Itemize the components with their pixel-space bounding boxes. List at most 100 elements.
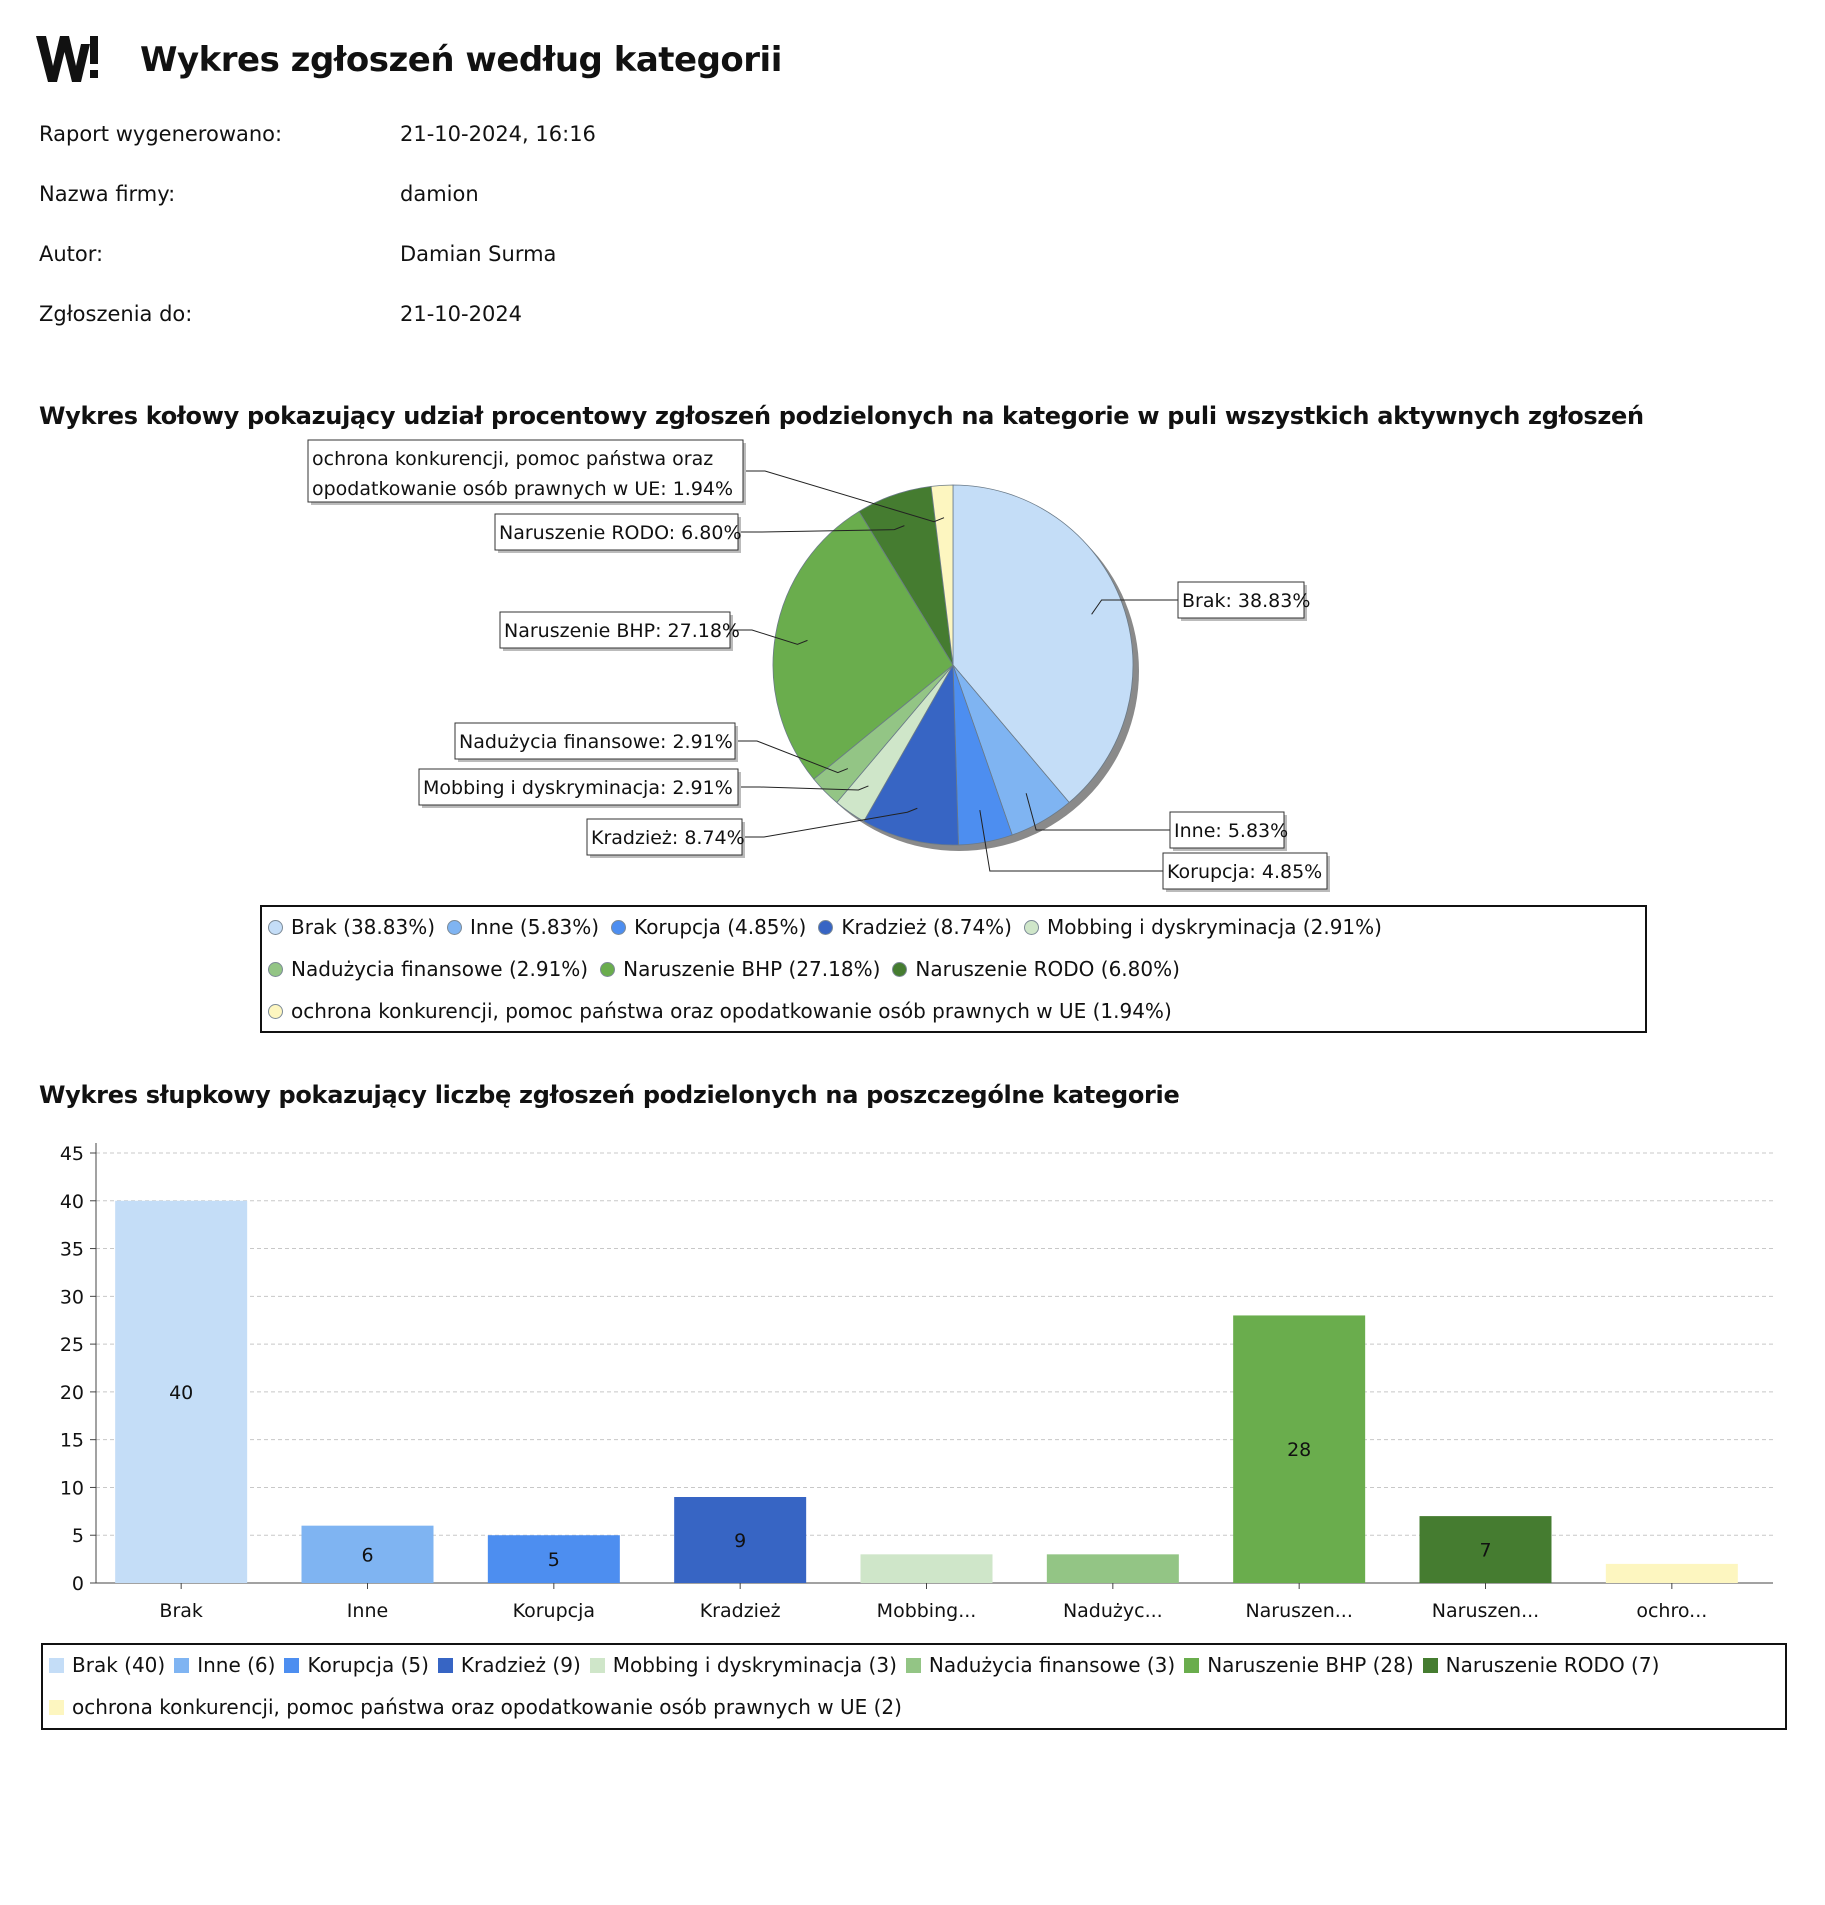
legend-square-icon xyxy=(284,1658,300,1673)
pie-label-box xyxy=(1177,581,1305,619)
pie-label-box xyxy=(418,768,739,806)
pie-slice-bhp[interactable] xyxy=(772,510,954,780)
pie-legend-item-korupcja[interactable]: Korupcja (4.85%) xyxy=(611,915,806,939)
bar-legend-item-brak[interactable]: Brak (40) xyxy=(49,1653,165,1677)
y-tick-label: 20 xyxy=(60,1382,84,1404)
y-tick-label: 45 xyxy=(60,1143,84,1165)
pie-legend-label: ochrona konkurencji, pomoc państwa oraz … xyxy=(291,999,1172,1023)
bar-legend-item-nadużycia[interactable]: Nadużycia finansowe (3) xyxy=(905,1653,1176,1677)
bar-data-label: 28 xyxy=(1287,1439,1311,1461)
pie-legend-label: Naruszenie RODO (6.80%) xyxy=(915,957,1180,981)
x-tick-label: Mobbing... xyxy=(877,1600,977,1622)
pie-label-box xyxy=(1169,811,1285,849)
bar-korupcja[interactable] xyxy=(487,1535,620,1583)
legend-dot-icon xyxy=(600,962,616,977)
pie-data-label-kradzież: Kradzież: 8.74% xyxy=(591,827,745,849)
pie-data-label-inne: Inne: 5.83% xyxy=(1174,820,1288,842)
bar-legend-item-kradzież[interactable]: Kradzież (9) xyxy=(437,1653,581,1677)
bar-legend-label: Nadużycia finansowe (3) xyxy=(928,1653,1176,1677)
meta-value-author: Damian Surma xyxy=(400,242,557,266)
meta-label-company: Nazwa firmy: xyxy=(39,182,176,206)
bar-inne[interactable] xyxy=(301,1525,434,1583)
legend-square-icon xyxy=(1184,1658,1200,1673)
x-tick-label: ochro... xyxy=(1636,1600,1707,1622)
bar-mobbing[interactable] xyxy=(860,1554,993,1583)
pie-legend-label: Naruszenie BHP (27.18%) xyxy=(623,957,881,981)
meta-value-generated: 21-10-2024, 16:16 xyxy=(400,122,596,146)
pie-data-label-bhp: Naruszenie BHP: 27.18% xyxy=(504,620,740,642)
pie-data-label-ochrona: ochrona konkurencji, pomoc państwa oraz xyxy=(312,448,713,470)
pie-legend-item-bhp[interactable]: Naruszenie BHP (27.18%) xyxy=(600,957,880,981)
pie-legend-item-kradzież[interactable]: Kradzież (8.74%) xyxy=(818,915,1012,939)
bar-legend: Brak (40) Inne (6) Korupcja (5) Kradzież (9… xyxy=(41,1643,1787,1730)
pie-legend: Brak (38.83%) Inne (5.83%) Korupcja (4.85%… xyxy=(260,905,1647,1033)
pie-label-box xyxy=(494,513,739,551)
meta-value-company: damion xyxy=(400,182,479,206)
legend-square-icon xyxy=(49,1658,64,1673)
bar-bhp[interactable] xyxy=(1233,1315,1366,1583)
bar-data-label: 5 xyxy=(548,1549,560,1571)
bar-chart: 0 5 10 15 20 25 30 35 40 45 Brak 40 Inne 6 Korupcja 5 Kr… xyxy=(60,1143,1773,1622)
bar-legend-label: Mobbing i dyskryminacja (3) xyxy=(612,1653,897,1677)
bar-legend-item-mobbing[interactable]: Mobbing i dyskryminacja (3) xyxy=(589,1653,897,1677)
bar-legend-label: Naruszenie RODO (7) xyxy=(1445,1653,1660,1677)
y-tick-label: 15 xyxy=(60,1430,84,1452)
pie-leader-line xyxy=(738,785,869,791)
pie-leader-line xyxy=(743,470,945,523)
pie-legend-item-nadużycia[interactable]: Nadużycia finansowe (2.91%) xyxy=(268,957,588,981)
pie-slice-ochrona[interactable] xyxy=(930,484,954,666)
bar-ochrona[interactable] xyxy=(1605,1563,1738,1583)
pie-data-label-brak: Brak: 38.83% xyxy=(1182,590,1310,612)
bar-brak[interactable] xyxy=(115,1200,248,1583)
pie-legend-item-rodo[interactable]: Naruszenie RODO (6.80%) xyxy=(892,957,1180,981)
x-tick-label: Naruszen... xyxy=(1245,1600,1352,1622)
pie-leader-line xyxy=(742,807,918,838)
pie-legend-item-mobbing[interactable]: Mobbing i dyskryminacja (2.91%) xyxy=(1024,915,1382,939)
pie-leader-line xyxy=(735,740,849,774)
bar-legend-item-inne[interactable]: Inne (6) xyxy=(174,1653,275,1677)
bar-nadużycia[interactable] xyxy=(1046,1554,1179,1583)
y-tick-label: 5 xyxy=(72,1525,84,1547)
legend-dot-icon xyxy=(447,920,463,935)
pie-data-label-ochrona: opodatkowanie osób prawnych w UE: 1.94% xyxy=(312,478,733,500)
pie-legend-label: Nadużycia finansowe (2.91%) xyxy=(291,957,589,981)
pie-data-label-mobbing: Mobbing i dyskryminacja: 2.91% xyxy=(423,777,733,799)
bar-legend-label: Brak (40) xyxy=(72,1653,166,1677)
bar-kradzież[interactable] xyxy=(674,1497,807,1583)
x-tick-label: Inne xyxy=(347,1600,388,1622)
bar-legend-label: Kradzież (9) xyxy=(460,1653,581,1677)
pie-label-box xyxy=(586,818,743,856)
x-tick-label: Brak xyxy=(159,1600,203,1622)
legend-dot-icon xyxy=(611,920,627,935)
pie-data-label-rodo: Naruszenie RODO: 6.80% xyxy=(499,522,742,544)
pie-leader-line xyxy=(1025,793,1170,831)
brand-logo xyxy=(36,36,98,82)
pie-label-box xyxy=(499,611,731,649)
pie-legend-item-ochrona[interactable]: ochrona konkurencji, pomoc państwa oraz … xyxy=(268,999,1172,1023)
legend-square-icon xyxy=(174,1658,190,1673)
y-tick-label: 0 xyxy=(72,1573,84,1595)
legend-dot-icon xyxy=(268,920,283,935)
pie-legend-item-inne[interactable]: Inne (5.83%) xyxy=(447,915,599,939)
pie-legend-label: Kradzież (8.74%) xyxy=(841,915,1012,939)
bar-legend-label: Naruszenie BHP (28) xyxy=(1207,1653,1414,1677)
bar-rodo[interactable] xyxy=(1419,1516,1552,1583)
legend-dot-icon xyxy=(892,962,908,977)
pie-slice-brak[interactable] xyxy=(952,484,1134,804)
x-tick-label: Kradzież xyxy=(700,1600,781,1622)
legend-square-icon xyxy=(49,1700,64,1715)
legend-square-icon xyxy=(589,1658,605,1673)
bar-legend-item-korupcja[interactable]: Korupcja (5) xyxy=(284,1653,429,1677)
bar-legend-item-rodo[interactable]: Naruszenie RODO (7) xyxy=(1422,1653,1660,1677)
legend-square-icon xyxy=(905,1658,921,1673)
pie-legend-item-brak[interactable]: Brak (38.83%) xyxy=(268,915,435,939)
pie-label-box xyxy=(307,439,744,503)
y-tick-label: 10 xyxy=(60,1477,84,1499)
bar-data-label: 7 xyxy=(1479,1540,1491,1562)
legend-square-icon xyxy=(1422,1658,1438,1673)
pie-legend-label: Brak (38.83%) xyxy=(291,915,436,939)
bar-legend-item-ochrona[interactable]: ochrona konkurencji, pomoc państwa oraz … xyxy=(49,1695,902,1719)
pie-slice-kradzież[interactable] xyxy=(863,663,959,846)
bar-legend-item-bhp[interactable]: Naruszenie BHP (28) xyxy=(1184,1653,1414,1677)
pie-legend-label: Mobbing i dyskryminacja (2.91%) xyxy=(1047,915,1382,939)
